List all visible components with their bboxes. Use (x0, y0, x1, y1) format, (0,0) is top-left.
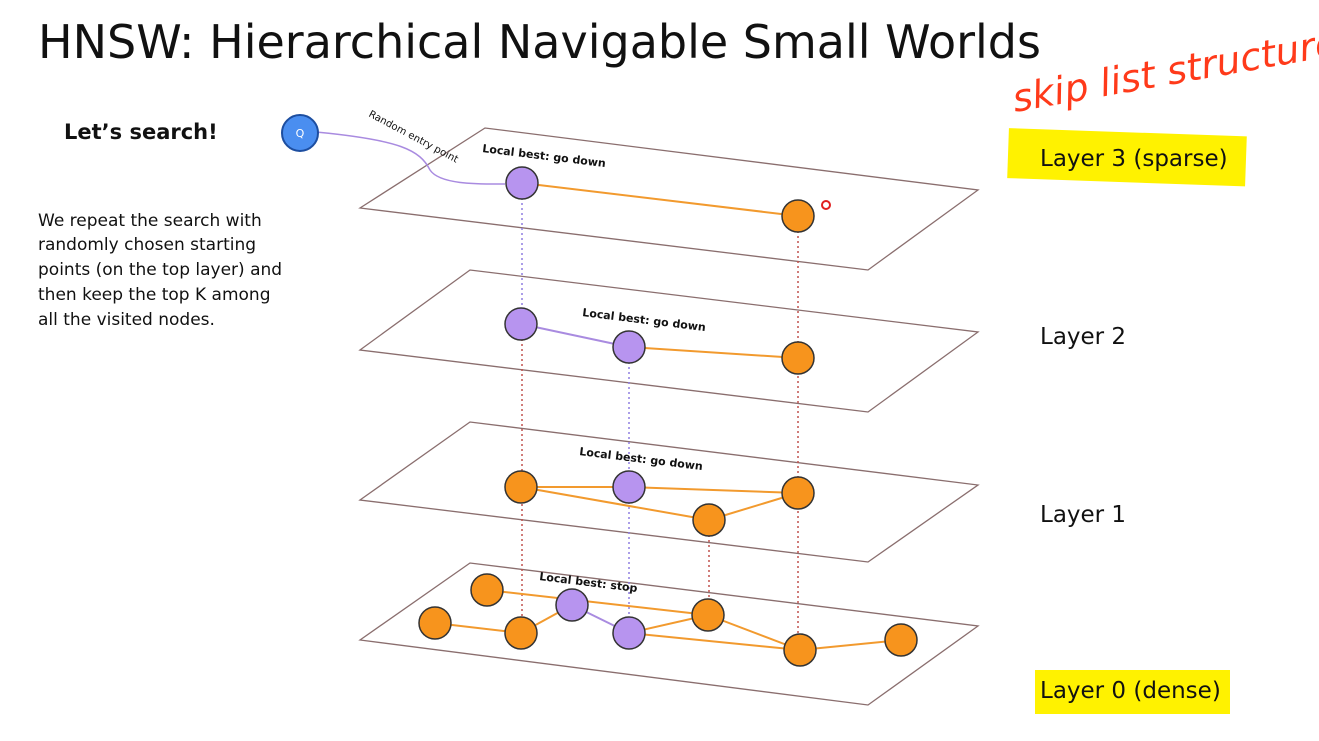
planes (358, 127, 980, 706)
heading: Let’s search! (64, 120, 218, 144)
query-label: Q (296, 127, 305, 140)
layer-label: Layer 1 (1040, 502, 1126, 528)
text-line: We repeat the search with (38, 211, 262, 231)
entry-label: Random entry point (367, 109, 460, 166)
paragraph: We repeat the search with randomly chose… (38, 211, 282, 330)
step-label: Local best: go down (582, 306, 707, 334)
layer-label: Layer 0 (dense) (1040, 678, 1221, 704)
text-line: points (on the top layer) and (38, 260, 282, 280)
text-line: all the visited nodes. (38, 310, 215, 330)
nodes (281, 114, 918, 667)
step-label: Local best: stop (539, 570, 639, 595)
title: HNSW: Hierarchical Navigable Small World… (38, 15, 1041, 69)
layer-label: Layer 3 (sparse) (1040, 146, 1228, 172)
annotation: skip list structure (1009, 20, 1319, 121)
layer-label: Layer 2 (1040, 324, 1126, 350)
highlight (1035, 670, 1230, 714)
step-label: Local best: go down (482, 142, 607, 170)
text-line: then keep the top K among (38, 285, 271, 305)
text-line: randomly chosen starting (38, 235, 256, 255)
highlight (1007, 128, 1247, 187)
